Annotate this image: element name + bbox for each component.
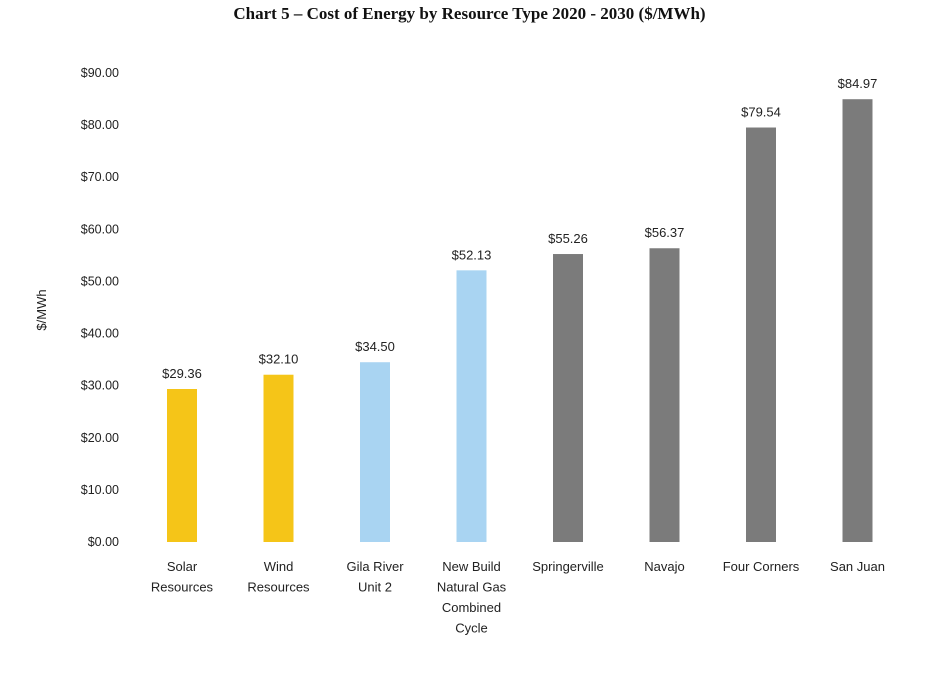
y-tick-label: $0.00	[88, 535, 119, 549]
y-tick-label: $20.00	[81, 431, 119, 445]
x-tick-label: New Build Natural Gas Combined Cycle	[437, 559, 507, 636]
x-tick-label: San Juan	[830, 559, 885, 574]
x-tick-label: Springerville	[532, 559, 604, 574]
bars	[167, 99, 873, 543]
y-tick-label: $90.00	[81, 66, 119, 80]
bar	[746, 127, 776, 542]
data-label: $29.36	[162, 366, 202, 381]
chart-title: Chart 5 – Cost of Energy by Resource Typ…	[233, 4, 706, 23]
y-axis-label: $/MWh	[34, 289, 49, 330]
y-tick-label: $50.00	[81, 274, 119, 288]
data-label: $52.13	[452, 247, 492, 262]
x-tick-label: Wind Resources	[247, 559, 310, 595]
data-label: $84.97	[838, 76, 878, 91]
x-tick-label: Navajo	[644, 559, 684, 574]
bar	[553, 254, 583, 542]
y-tick-label: $30.00	[81, 379, 119, 393]
bar	[263, 374, 294, 542]
y-tick-label: $80.00	[81, 118, 119, 132]
y-axis: $0.00 $10.00 $20.00 $30.00 $40.00 $50.00 $60.0…	[81, 66, 119, 549]
x-tick-label: Gila River Unit 2	[346, 559, 404, 595]
bar	[167, 389, 197, 542]
data-label: $79.54	[741, 105, 781, 120]
x-axis: Solar Resources Wind Resources Gila River Uni…	[151, 559, 885, 636]
y-tick-label: $60.00	[81, 222, 119, 236]
y-tick-label: $40.00	[81, 327, 119, 341]
data-label: $55.26	[548, 231, 588, 246]
x-tick-label: Four Corners	[723, 559, 800, 574]
data-label: $56.37	[645, 225, 685, 240]
bar	[842, 99, 873, 543]
bar	[649, 248, 680, 542]
bar	[456, 270, 487, 542]
y-tick-label: $10.00	[81, 483, 119, 497]
x-tick-label: Solar Resources	[151, 559, 214, 595]
bar	[360, 362, 390, 542]
data-label: $34.50	[355, 339, 395, 354]
y-tick-label: $70.00	[81, 170, 119, 184]
data-labels: $29.36 $32.10 $34.50 $52.13 $55.26 $56.37 $79.…	[162, 76, 877, 381]
data-label: $32.10	[259, 352, 299, 367]
